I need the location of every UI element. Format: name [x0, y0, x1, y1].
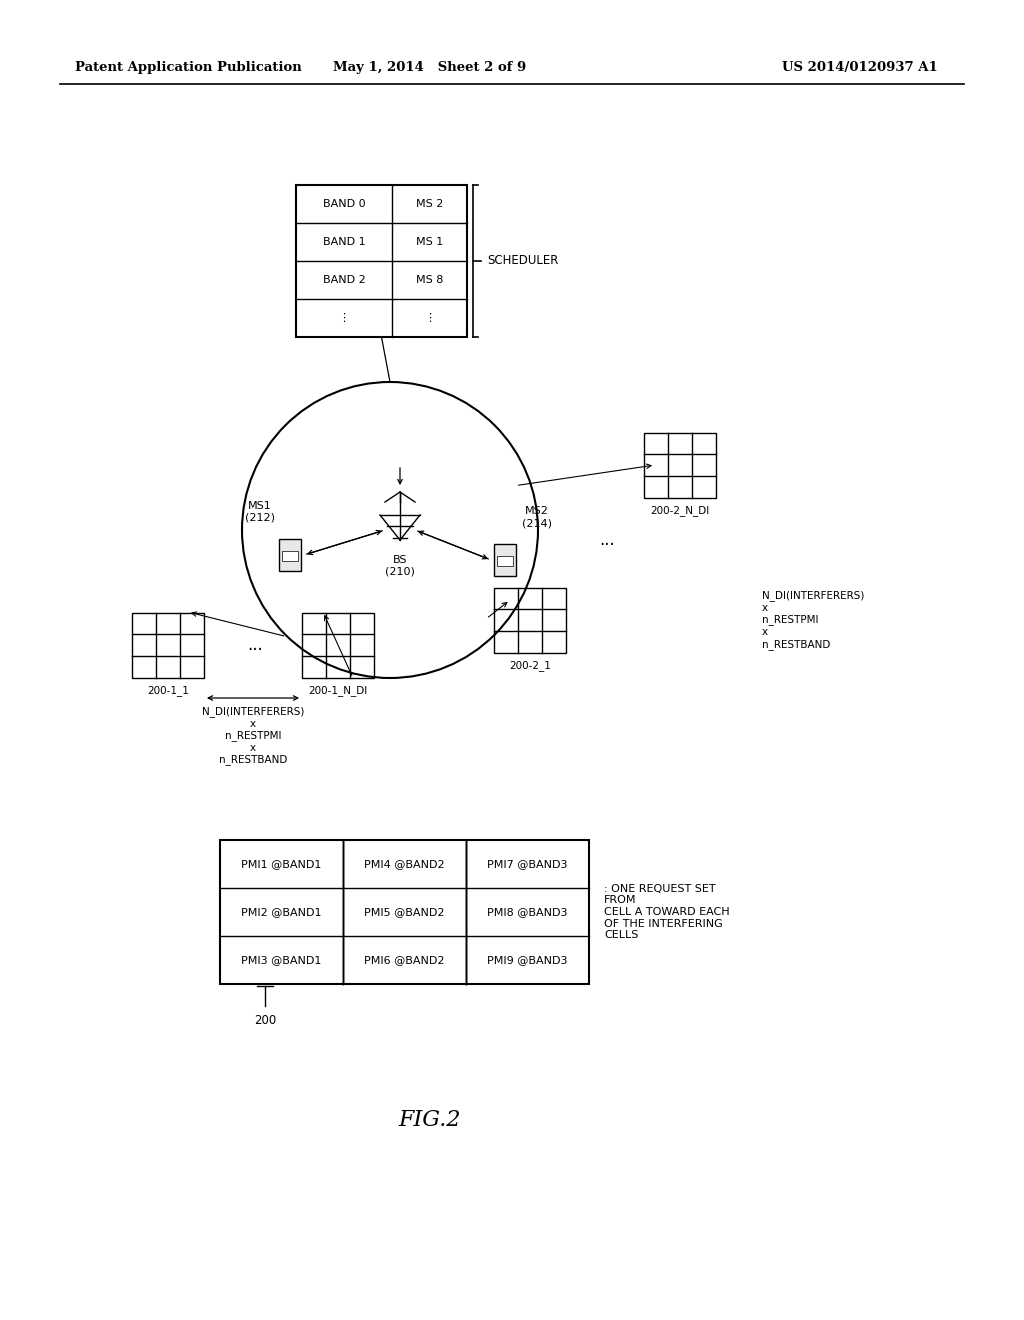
Text: 200-1_1: 200-1_1: [147, 685, 189, 696]
Text: MS 1: MS 1: [416, 238, 443, 247]
Bar: [279, 539, 301, 572]
Text: MS1
(212): MS1 (212): [245, 502, 275, 523]
Text: : ONE REQUEST SET
FROM
CELL A TOWARD EACH
OF THE INTERFERING
CELLS: : ONE REQUEST SET FROM CELL A TOWARD EAC…: [604, 884, 730, 940]
Text: FIG.2: FIG.2: [398, 1109, 461, 1131]
Text: ⋮: ⋮: [424, 313, 435, 323]
Text: SCHEDULER: SCHEDULER: [487, 255, 558, 268]
Text: ...: ...: [599, 531, 614, 549]
Text: 200-2_1: 200-2_1: [509, 660, 551, 671]
Bar: [302, 612, 374, 677]
Bar: [296, 185, 467, 337]
Text: BAND 1: BAND 1: [323, 238, 366, 247]
Bar: [282, 550, 298, 561]
Bar: [132, 612, 204, 677]
Text: MS2
(214): MS2 (214): [522, 507, 552, 528]
Text: PMI6 @BAND2: PMI6 @BAND2: [365, 954, 444, 965]
Text: PMI4 @BAND2: PMI4 @BAND2: [365, 859, 444, 869]
Bar: [644, 433, 716, 498]
Text: 200: 200: [254, 1014, 276, 1027]
Text: PMI7 @BAND3: PMI7 @BAND3: [487, 859, 567, 869]
Bar: [494, 587, 566, 652]
Text: BAND 0: BAND 0: [323, 199, 366, 209]
Text: N_DI(INTERFERERS)
x
n_RESTPMI
x
n_RESTBAND: N_DI(INTERFERERS) x n_RESTPMI x n_RESTBA…: [762, 590, 864, 649]
Text: MS 2: MS 2: [416, 199, 443, 209]
Bar: [497, 556, 513, 566]
Text: PMI5 @BAND2: PMI5 @BAND2: [365, 907, 444, 917]
Text: PMI1 @BAND1: PMI1 @BAND1: [242, 859, 322, 869]
Text: 200-1_N_DI: 200-1_N_DI: [308, 685, 368, 696]
Bar: [220, 840, 589, 983]
Text: ...: ...: [247, 636, 263, 653]
Text: MS 8: MS 8: [416, 275, 443, 285]
Text: BAND 2: BAND 2: [323, 275, 366, 285]
Text: BS
(210): BS (210): [385, 554, 415, 577]
Text: N_DI(INTERFERERS)
x
n_RESTPMI
x
n_RESTBAND: N_DI(INTERFERERS) x n_RESTPMI x n_RESTBA…: [202, 706, 304, 766]
Bar: [494, 544, 516, 576]
Text: PMI3 @BAND1: PMI3 @BAND1: [242, 954, 322, 965]
Text: 200-2_N_DI: 200-2_N_DI: [650, 506, 710, 516]
Text: PMI2 @BAND1: PMI2 @BAND1: [242, 907, 322, 917]
Text: US 2014/0120937 A1: US 2014/0120937 A1: [782, 62, 938, 74]
Text: PMI9 @BAND3: PMI9 @BAND3: [487, 954, 567, 965]
Text: Patent Application Publication: Patent Application Publication: [75, 62, 302, 74]
Text: ⋮: ⋮: [339, 313, 349, 323]
Text: PMI8 @BAND3: PMI8 @BAND3: [487, 907, 567, 917]
Text: May 1, 2014   Sheet 2 of 9: May 1, 2014 Sheet 2 of 9: [334, 62, 526, 74]
